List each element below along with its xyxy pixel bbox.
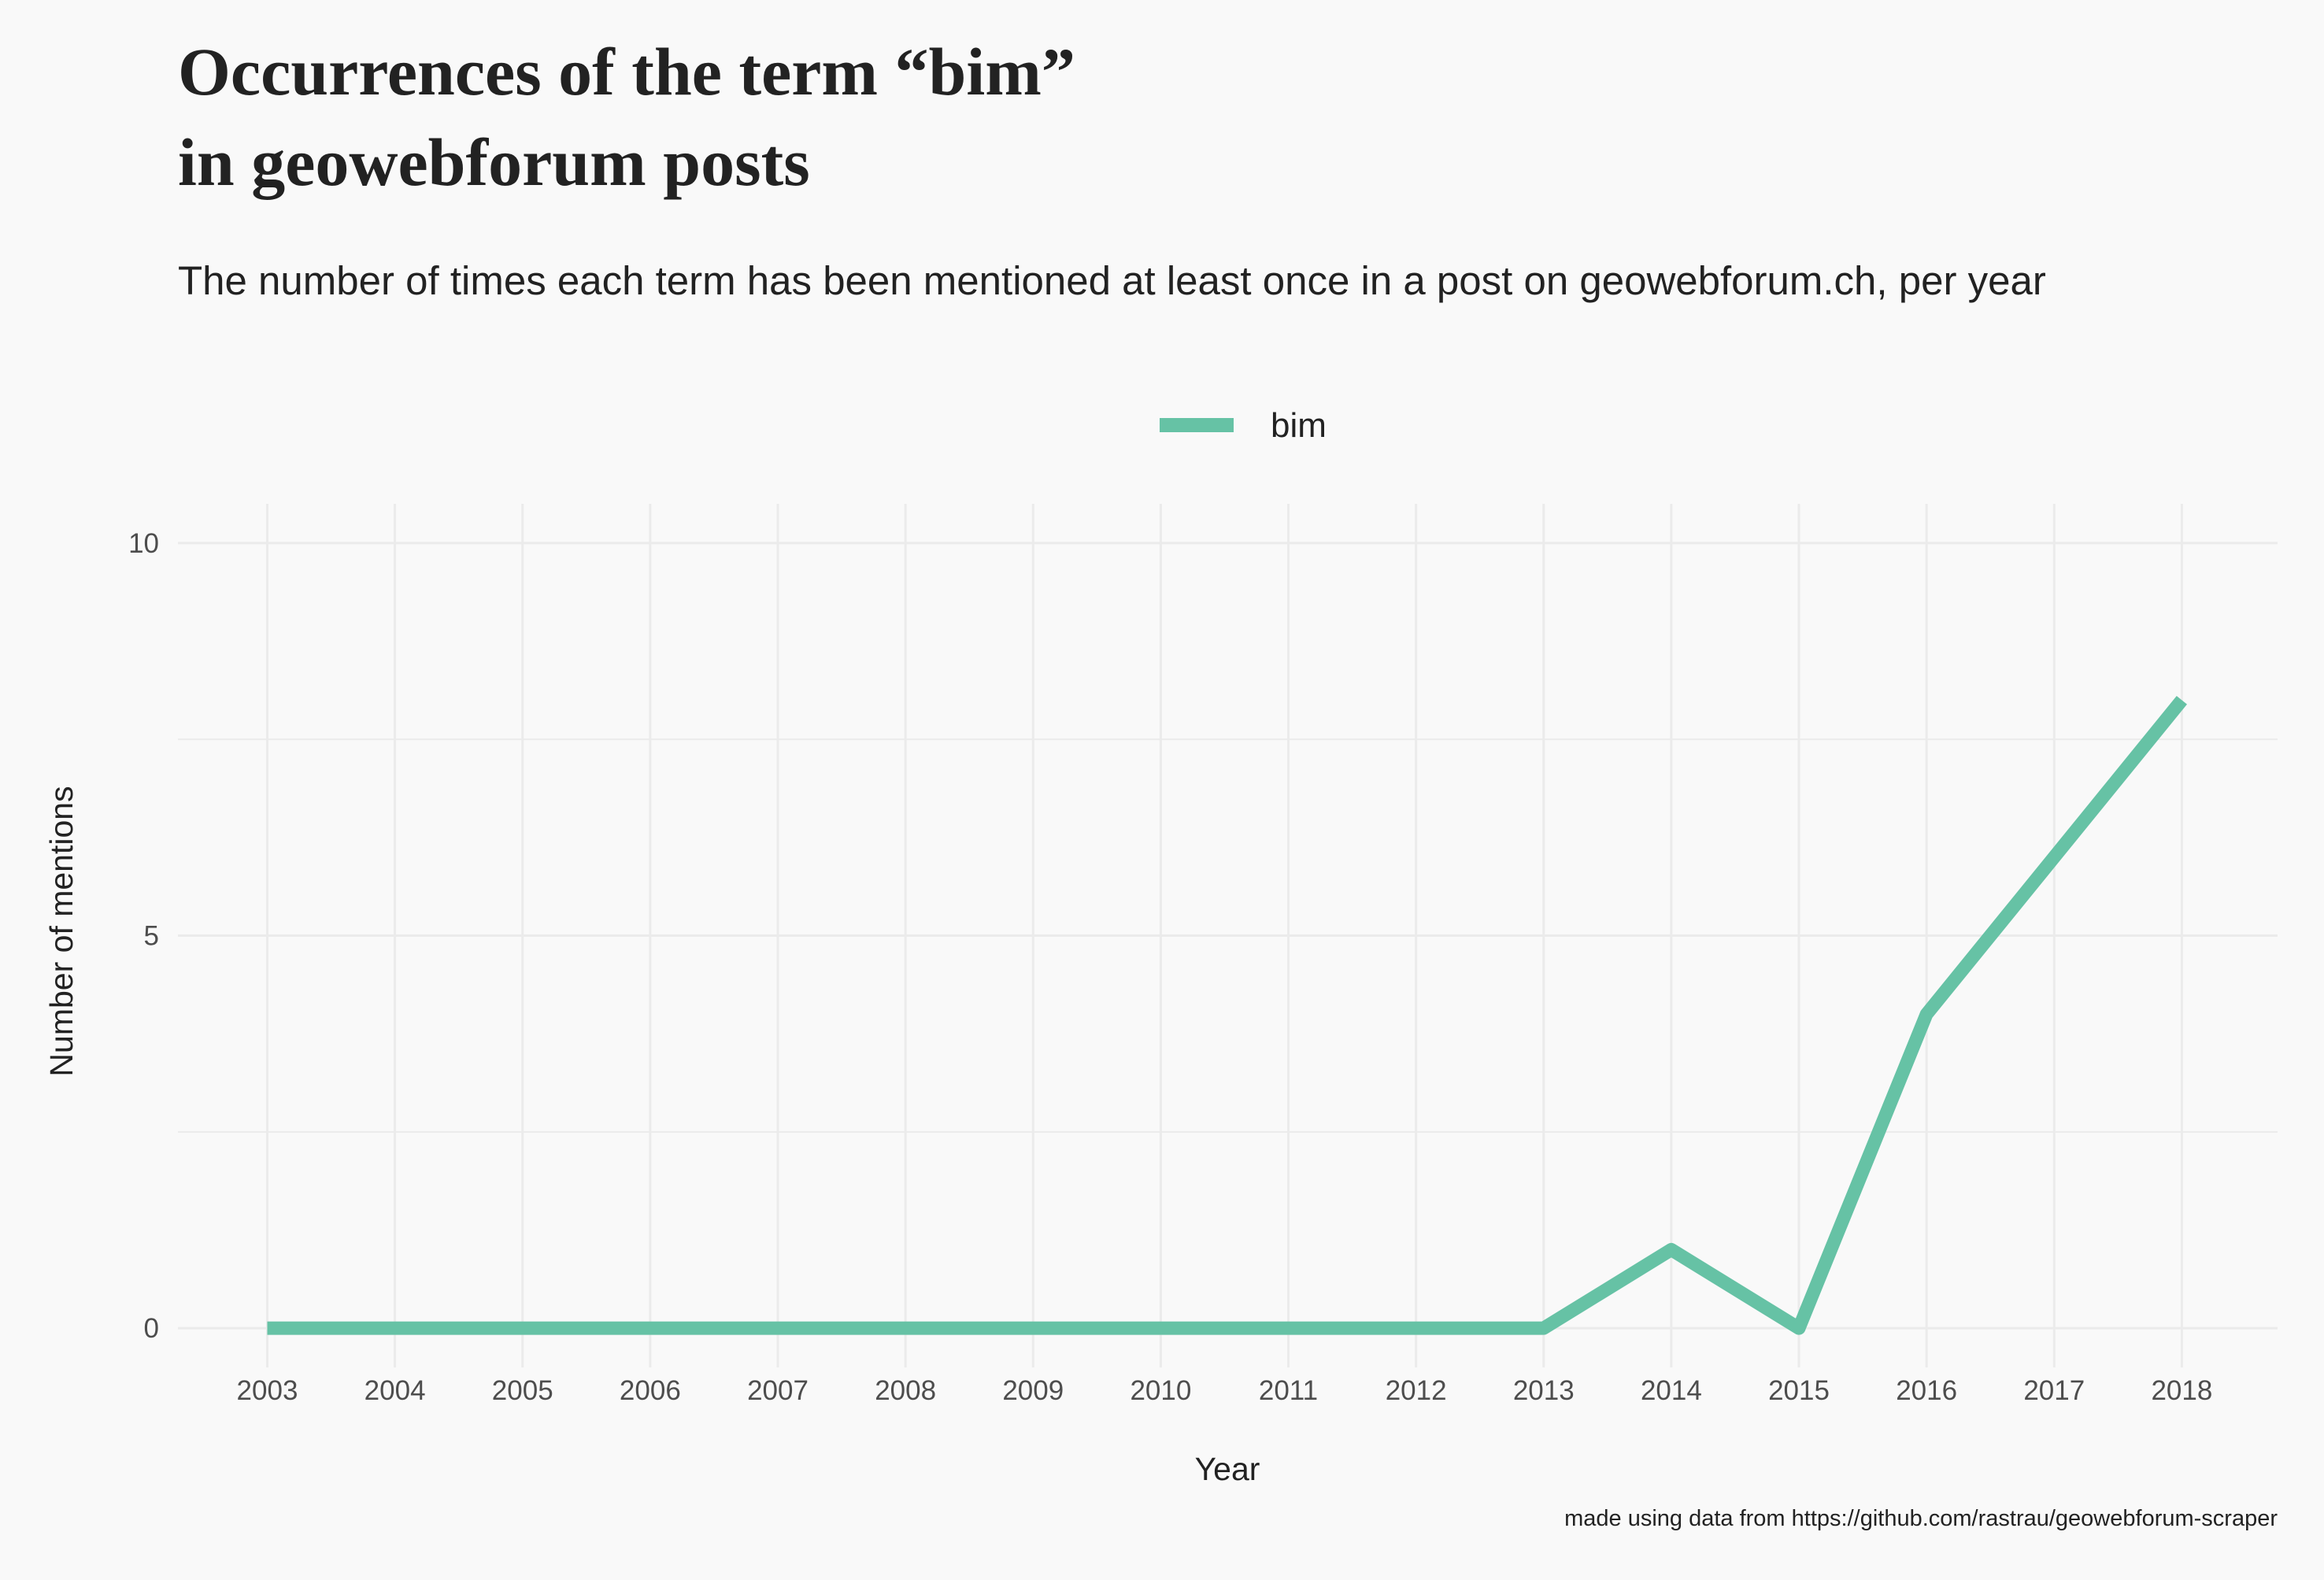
- series-line-bim: [267, 695, 2187, 1335]
- x-tick-label: 2005: [492, 1375, 553, 1406]
- x-tick-label: 2004: [365, 1375, 426, 1406]
- chart-subtitle: The number of times each term has been m…: [178, 258, 2046, 303]
- x-tick-label: 2013: [1513, 1375, 1575, 1406]
- x-tick-label: 2018: [2151, 1375, 2212, 1406]
- x-tick-label: 2011: [1259, 1375, 1318, 1406]
- x-tick-label: 2010: [1130, 1375, 1191, 1406]
- x-tick-label: 2003: [237, 1375, 298, 1406]
- legend-label-bim: bim: [1271, 406, 1327, 445]
- x-tick-label: 2017: [2023, 1375, 2085, 1406]
- x-tick-label: 2016: [1896, 1375, 1957, 1406]
- y-tick-label: 5: [144, 921, 159, 952]
- legend: bim: [1160, 406, 1327, 445]
- x-tick-label: 2012: [1386, 1375, 1447, 1406]
- chart-title-line-2: in geowebforum posts: [178, 124, 810, 200]
- x-tick-label: 2014: [1641, 1375, 1702, 1406]
- y-axis-title: Number of mentions: [43, 786, 80, 1076]
- grid: [178, 504, 2278, 1367]
- series-layer: [267, 695, 2187, 1335]
- x-tick-label: 2007: [747, 1375, 809, 1406]
- x-tick-label: 2015: [1768, 1375, 1830, 1406]
- y-tick-label: 10: [128, 528, 159, 559]
- x-tick-label: 2009: [1002, 1375, 1064, 1406]
- tick-labels: 0 5 10 2003 2004 2005 2006 2007 2008 2009 2010 2011…: [128, 528, 2212, 1406]
- x-axis-title: Year: [1195, 1451, 1260, 1487]
- chart-title-line-1: Occurrences of the term “bim”: [178, 34, 1075, 109]
- x-tick-label: 2006: [620, 1375, 681, 1406]
- chart-caption: made using data from https://github.com/…: [1564, 1506, 2278, 1531]
- x-tick-label: 2008: [875, 1375, 936, 1406]
- y-tick-label: 0: [144, 1313, 159, 1344]
